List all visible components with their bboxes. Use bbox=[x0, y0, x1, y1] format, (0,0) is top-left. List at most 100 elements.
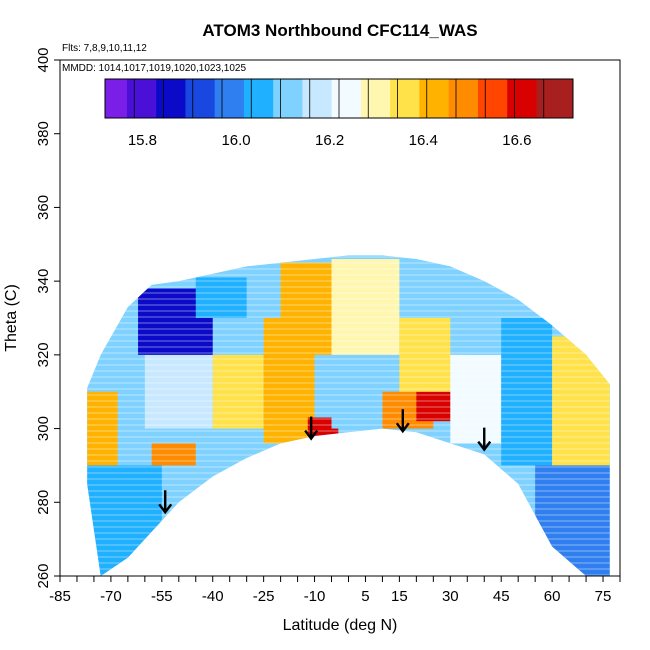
y-tick-label: 380 bbox=[35, 121, 52, 146]
colorbar-swatch bbox=[485, 79, 494, 118]
colorbar-swatch bbox=[331, 79, 340, 118]
colorbar-tick-label: 16.6 bbox=[502, 132, 531, 149]
colorbar-swatch bbox=[375, 79, 384, 118]
colorbar-swatch bbox=[170, 79, 179, 118]
flights-note: Flts: 7,8,9,10,11,12 bbox=[62, 43, 147, 54]
marker-arrow bbox=[477, 427, 492, 452]
y-tick-label: 360 bbox=[35, 195, 52, 220]
colorbar-swatch bbox=[105, 79, 113, 118]
chart-title: ATOM3 Northbound CFC114_WAS bbox=[202, 21, 477, 40]
colorbar-swatch bbox=[126, 79, 135, 118]
mmdd-note: MMDD: 1014,1017,1019,1020,1023,1025 bbox=[62, 63, 246, 74]
y-tick-label: 400 bbox=[35, 47, 52, 72]
colorbar-tick-label: 15.8 bbox=[128, 132, 157, 149]
y-tick-label: 300 bbox=[35, 416, 52, 441]
colorbar-swatch bbox=[214, 79, 223, 118]
colorbar-swatch bbox=[426, 79, 435, 118]
y-tick-label: 280 bbox=[35, 490, 52, 515]
colorbar-swatch bbox=[507, 79, 515, 118]
colorbar-swatch bbox=[317, 79, 325, 118]
colorbar-swatch bbox=[456, 79, 464, 118]
colorbar-swatch bbox=[207, 79, 216, 118]
colorbar-swatch bbox=[339, 79, 347, 118]
colorbar-swatch bbox=[119, 79, 128, 118]
y-tick-label: 320 bbox=[35, 342, 52, 367]
colorbar-swatch bbox=[265, 79, 274, 118]
colorbar-swatch bbox=[163, 79, 172, 118]
colorbar-swatch bbox=[236, 79, 245, 118]
colorbar-swatch bbox=[295, 79, 303, 118]
x-tick-label: -85 bbox=[49, 588, 71, 605]
colorbar-swatch bbox=[134, 79, 143, 118]
colorbar-swatch bbox=[346, 79, 355, 118]
colorbar-swatch bbox=[360, 79, 369, 118]
x-axis-label: Latitude (deg N) bbox=[283, 617, 398, 634]
colorbar-swatch bbox=[529, 79, 537, 118]
colorbar-tick-label: 16.2 bbox=[315, 132, 344, 149]
colorbar-swatch bbox=[368, 79, 377, 118]
colorbar-swatch bbox=[112, 79, 121, 118]
colorbar-swatch bbox=[434, 79, 442, 118]
colorbar-swatch bbox=[302, 79, 311, 118]
x-tick-label: 60 bbox=[544, 588, 561, 605]
x-tick-label: 75 bbox=[595, 588, 612, 605]
colorbar-swatch bbox=[565, 79, 574, 118]
colorbar-swatch bbox=[156, 79, 164, 118]
colorbar-swatch bbox=[192, 79, 201, 118]
marker-arrow bbox=[304, 416, 319, 441]
x-tick-label: -55 bbox=[151, 588, 173, 605]
colorbar-swatch bbox=[419, 79, 428, 118]
colorbar-swatch bbox=[324, 79, 333, 118]
colorbar: 15.8 16.0 16.2 16.4 16.6 bbox=[104, 78, 574, 149]
y-tick-label: 340 bbox=[35, 269, 52, 294]
colorbar-tick-label: 16.0 bbox=[221, 132, 250, 149]
x-tick-label: -10 bbox=[304, 588, 326, 605]
x-axis: -85 -70 -55 -40 -25 -10 5 15 30 45 60 75 bbox=[49, 576, 621, 605]
colorbar-swatch bbox=[404, 79, 413, 118]
colorbar-swatch bbox=[448, 79, 457, 118]
colorbar-swatch bbox=[492, 79, 501, 118]
colorbar-swatch bbox=[222, 79, 230, 118]
x-tick-label: 15 bbox=[391, 588, 408, 605]
y-tick-label: 260 bbox=[35, 563, 52, 588]
colorbar-swatch bbox=[141, 79, 150, 118]
x-tick-label: 5 bbox=[361, 588, 369, 605]
colorbar-swatch bbox=[536, 79, 545, 118]
x-tick-label: -70 bbox=[100, 588, 122, 605]
colorbar-swatch bbox=[185, 79, 194, 118]
x-tick-label: -40 bbox=[202, 588, 224, 605]
colorbar-swatch bbox=[229, 79, 238, 118]
colorbar-frame bbox=[104, 78, 574, 119]
x-tick-label: -25 bbox=[253, 588, 275, 605]
colorbar-swatch bbox=[243, 79, 252, 118]
colorbar-swatch bbox=[543, 79, 552, 118]
colorbar-swatch bbox=[200, 79, 208, 118]
colorbar-swatch bbox=[514, 79, 523, 118]
colorbar-swatch bbox=[148, 79, 157, 118]
marker-arrow bbox=[158, 490, 173, 515]
colorbar-swatch bbox=[280, 79, 289, 118]
colorbar-swatch bbox=[309, 79, 318, 118]
x-tick-label: 45 bbox=[493, 588, 510, 605]
plot-frame bbox=[59, 59, 621, 577]
colorbar-swatch bbox=[382, 79, 391, 118]
colorbar-tick-label: 16.4 bbox=[409, 132, 438, 149]
colorbar-swatch bbox=[499, 79, 508, 118]
x-tick-label: 30 bbox=[442, 588, 459, 605]
colorbar-swatch bbox=[412, 79, 420, 118]
colorbar-swatch bbox=[551, 79, 559, 118]
colorbar-swatch bbox=[251, 79, 260, 118]
colorbar-swatch bbox=[397, 79, 406, 118]
colorbar-swatch bbox=[470, 79, 479, 118]
y-axis: 260 280 300 320 340 360 380 400 bbox=[35, 47, 60, 589]
colorbar-swatch bbox=[463, 79, 472, 118]
colorbar-swatch bbox=[558, 79, 567, 118]
colorbar-swatch bbox=[477, 79, 486, 118]
colorbar-swatch bbox=[353, 79, 362, 118]
arrow-layer bbox=[158, 409, 492, 515]
colorbar-swatch bbox=[273, 79, 281, 118]
colorbar-swatch bbox=[521, 79, 530, 118]
y-axis-label: Theta (C) bbox=[3, 284, 20, 352]
colorbar-swatch bbox=[287, 79, 296, 118]
colorbar-swatch bbox=[258, 79, 267, 118]
